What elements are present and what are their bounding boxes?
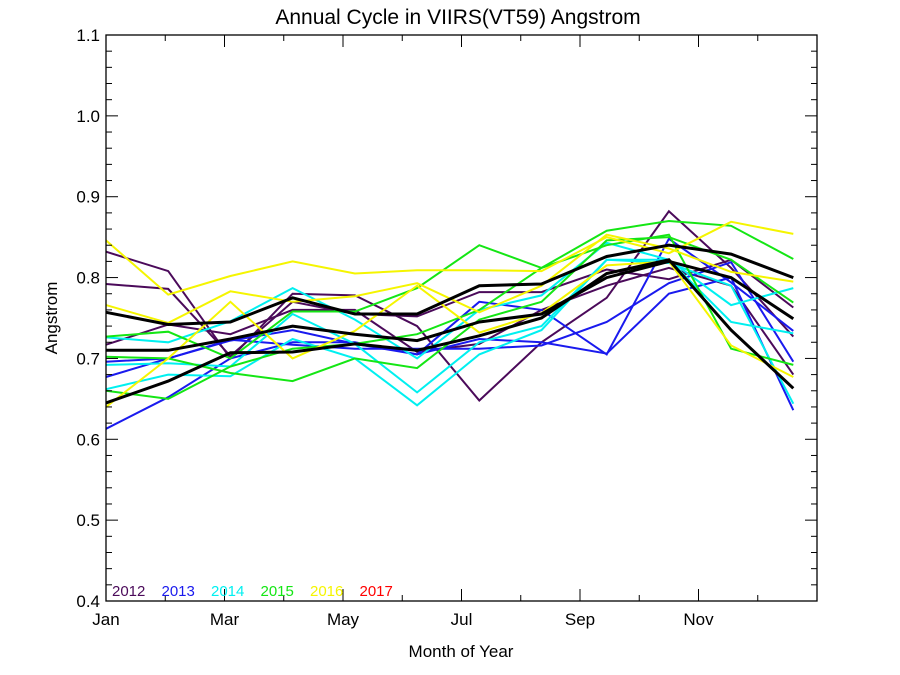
series-line-mean-c: [105, 258, 795, 405]
legend-item-2015: 2015: [261, 583, 294, 600]
y-tick-label: 1.0: [76, 107, 100, 126]
tick-layer: 0.4 0.5 0.6 0.7 0.8 0.9 1.0 1.1 Jan Mar May Jul Sep N…: [76, 26, 818, 629]
legend-item-2016: 2016: [310, 583, 343, 600]
legend-item-2014: 2014: [211, 583, 244, 600]
series-line-2015-a: [105, 219, 794, 360]
y-tick-label: 0.9: [76, 188, 100, 207]
y-tick-label: 0.4: [76, 592, 100, 611]
y-tick-label: 0.8: [76, 269, 100, 288]
y-tick-label: 0.6: [76, 430, 100, 449]
y-axis-label: Angstrom: [42, 282, 61, 355]
x-tick-label: Jan: [92, 610, 119, 629]
legend: 2012 2013 2014 2015 2016 2017: [112, 583, 393, 600]
x-tick-label: May: [327, 610, 360, 629]
legend-item-2013: 2013: [162, 583, 195, 600]
series-line-2014-c: [105, 258, 795, 407]
x-tick-label: Jul: [451, 610, 473, 629]
x-tick-label: Mar: [210, 610, 240, 629]
x-axis-label: Month of Year: [409, 642, 514, 661]
series-line-2016-c: [105, 260, 794, 408]
series-line-2016-b: [105, 233, 794, 324]
series-line-2013-b: [105, 260, 795, 363]
series-line-2015-c: [105, 233, 794, 400]
legend-item-2017: 2017: [360, 583, 393, 600]
series-line-2013-a: [105, 237, 794, 378]
y-tick-label: 0.5: [76, 511, 100, 530]
x-tick-label: Sep: [565, 610, 595, 629]
series-line-mean-a: [105, 243, 794, 327]
series-line-mean-b: [106, 259, 795, 352]
chart-title: Annual Cycle in VIIRS(VT59) Angstrom: [275, 6, 640, 29]
series-layer: [105, 209, 795, 430]
y-tick-label: 1.1: [76, 26, 100, 45]
x-tick-label: Nov: [683, 610, 714, 629]
series-line-2013-c: [105, 276, 795, 430]
y-tick-label: 0.7: [76, 349, 100, 368]
legend-item-2012: 2012: [112, 583, 145, 600]
